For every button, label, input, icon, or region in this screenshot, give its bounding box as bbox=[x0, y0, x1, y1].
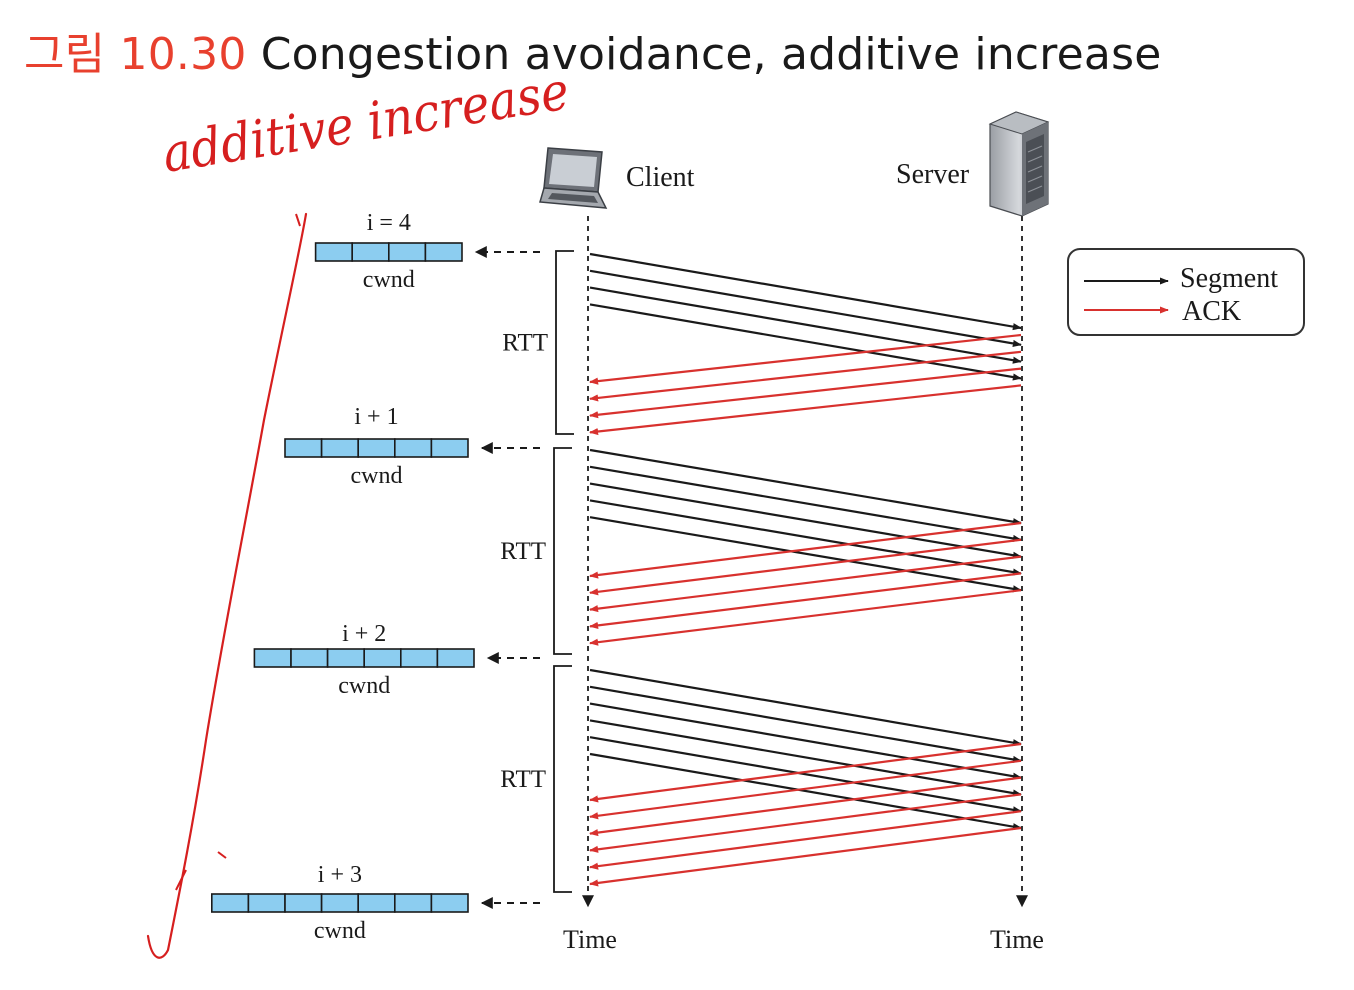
cwnd-label: cwnd bbox=[338, 673, 390, 699]
handwritten-tick-mid bbox=[217, 851, 227, 859]
cwnd-cell bbox=[247, 893, 286, 913]
rtt-bracket bbox=[555, 250, 574, 435]
segment-arrow bbox=[589, 482, 1022, 559]
ack-arrow bbox=[589, 810, 1022, 870]
segment-arrow bbox=[589, 719, 1022, 797]
figure-title: 그림 10.30 Congestion avoidance, additive … bbox=[24, 18, 1161, 82]
ack-arrow bbox=[589, 367, 1022, 419]
segment-arrow bbox=[589, 752, 1022, 831]
segment-arrow bbox=[589, 702, 1022, 780]
cwnd-label: cwnd bbox=[351, 463, 403, 489]
cwnd-cell bbox=[436, 648, 475, 668]
cwnd-index-label: i = 4 bbox=[367, 210, 411, 236]
server-tower-icon bbox=[988, 111, 1050, 217]
cwnd-cell bbox=[387, 242, 427, 262]
rtt-label: RTT bbox=[502, 330, 548, 357]
cwnd-cell bbox=[326, 648, 366, 668]
rtt-bracket bbox=[553, 447, 572, 655]
ack-arrow bbox=[589, 793, 1022, 853]
ack-arrow bbox=[589, 521, 1022, 579]
figure-number: 그림 10.30 bbox=[24, 29, 247, 80]
cwnd-cell bbox=[284, 893, 323, 913]
cwnd-cell bbox=[430, 893, 469, 913]
cwnd-cell bbox=[320, 438, 360, 458]
cwnd-cell bbox=[357, 438, 396, 458]
ack-arrow bbox=[589, 759, 1022, 820]
handwritten-tick-low bbox=[175, 869, 187, 891]
laptop-icon bbox=[539, 147, 608, 209]
cwnd-windows: i = 4 cwnd i + 1 cwnd i + 2 cwnd i + 3 cwnd bbox=[211, 210, 540, 944]
legend-ack-label: ACK bbox=[1182, 296, 1241, 327]
cwnd-cell bbox=[211, 893, 250, 913]
segment-arrow bbox=[589, 448, 1022, 526]
rtt-round-1: RTT bbox=[502, 250, 1022, 436]
cwnd-index-label: i + 1 bbox=[354, 404, 398, 430]
segment-arrow bbox=[589, 499, 1022, 576]
server-label: Server bbox=[896, 159, 970, 190]
segment-arrow bbox=[589, 668, 1022, 747]
server-time-label: Time bbox=[990, 925, 1044, 954]
cwnd-cell bbox=[253, 648, 292, 668]
cwnd-cell bbox=[290, 648, 329, 668]
ack-arrow bbox=[589, 589, 1022, 646]
rtt-rounds: RTT RTT RTT bbox=[500, 250, 1022, 893]
handwritten-annotation: additive increase bbox=[146, 61, 573, 959]
cwnd-cell bbox=[393, 438, 433, 458]
client-label: Client bbox=[626, 162, 695, 193]
cwnd-label: cwnd bbox=[363, 267, 415, 293]
cwnd-cell bbox=[424, 242, 463, 262]
cwnd-cell bbox=[393, 893, 433, 913]
legend-box bbox=[1067, 248, 1305, 336]
cwnd-cell bbox=[284, 438, 323, 458]
cwnd-window-2: i + 1 cwnd bbox=[284, 404, 540, 489]
cwnd-index-label: i + 3 bbox=[318, 862, 362, 888]
cwnd-cell bbox=[320, 893, 360, 913]
cwnd-window-3: i + 2 cwnd bbox=[253, 621, 540, 699]
cwnd-cell bbox=[363, 648, 402, 668]
handwritten-note: additive increase bbox=[159, 61, 573, 184]
legend-segment-label: Segment bbox=[1180, 263, 1278, 294]
segment-arrow bbox=[589, 269, 1022, 347]
cwnd-window-1: i = 4 cwnd bbox=[314, 210, 540, 293]
cwnd-cell bbox=[351, 242, 390, 262]
cwnd-label: cwnd bbox=[314, 918, 366, 944]
segment-arrow bbox=[589, 736, 1022, 814]
ack-arrow bbox=[589, 572, 1022, 629]
ack-arrow bbox=[589, 333, 1022, 385]
ack-arrow bbox=[589, 776, 1022, 837]
ack-arrow bbox=[589, 384, 1022, 436]
segment-arrow bbox=[589, 685, 1022, 763]
cwnd-cell bbox=[357, 893, 396, 913]
ack-arrow bbox=[589, 826, 1022, 887]
rtt-bracket bbox=[553, 665, 572, 893]
handwritten-tick-top bbox=[295, 213, 301, 227]
segment-arrow bbox=[589, 465, 1022, 542]
legend: Segment ACK bbox=[1067, 248, 1305, 336]
ack-arrow bbox=[589, 555, 1022, 613]
rtt-round-3: RTT bbox=[500, 665, 1022, 893]
rtt-round-2: RTT bbox=[500, 447, 1022, 655]
segment-arrow bbox=[589, 516, 1022, 593]
cwnd-index-label: i + 2 bbox=[342, 621, 386, 647]
ack-arrow bbox=[589, 742, 1022, 803]
rtt-label: RTT bbox=[500, 766, 546, 793]
figure-caption: Congestion avoidance, additive increase bbox=[260, 29, 1162, 80]
ack-arrow bbox=[589, 538, 1022, 596]
rtt-label: RTT bbox=[500, 538, 546, 565]
segment-arrow bbox=[589, 286, 1022, 364]
handwritten-stroke bbox=[146, 212, 308, 959]
cwnd-cell bbox=[314, 242, 354, 262]
ack-arrow bbox=[589, 350, 1022, 402]
cwnd-window-4: i + 3 cwnd bbox=[211, 862, 540, 944]
cwnd-cell bbox=[399, 648, 439, 668]
client-time-label: Time bbox=[563, 925, 617, 954]
segment-arrow bbox=[589, 303, 1022, 381]
segment-arrow bbox=[589, 252, 1022, 331]
cwnd-cell bbox=[430, 438, 469, 458]
